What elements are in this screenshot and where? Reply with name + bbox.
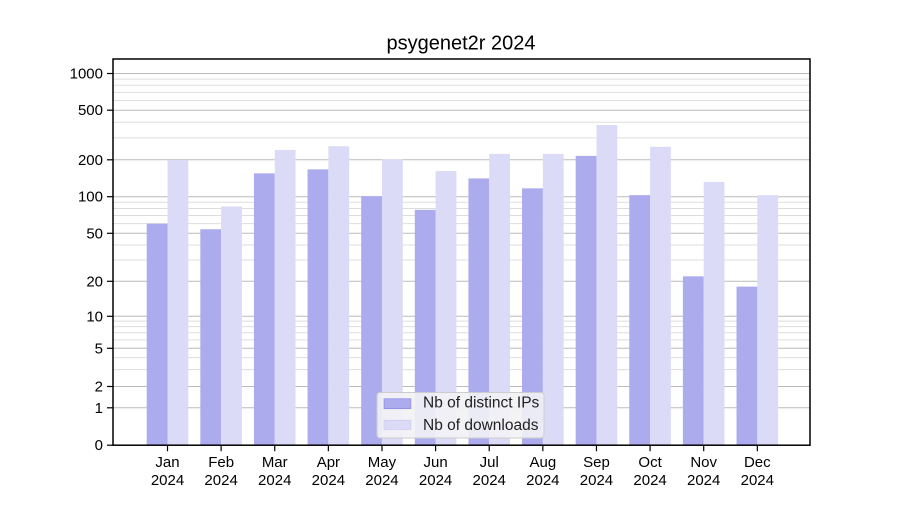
svg-text:2024: 2024 bbox=[151, 472, 184, 489]
svg-text:Nov: Nov bbox=[690, 454, 717, 471]
svg-text:Feb: Feb bbox=[208, 454, 234, 471]
svg-text:200: 200 bbox=[78, 152, 103, 169]
svg-text:Jan: Jan bbox=[155, 454, 179, 471]
svg-text:2024: 2024 bbox=[473, 472, 506, 489]
svg-text:1000: 1000 bbox=[70, 66, 103, 83]
svg-text:2024: 2024 bbox=[526, 472, 559, 489]
svg-text:2024: 2024 bbox=[580, 472, 613, 489]
svg-text:1: 1 bbox=[95, 400, 103, 417]
svg-text:2024: 2024 bbox=[741, 472, 774, 489]
svg-text:2024: 2024 bbox=[419, 472, 452, 489]
svg-text:Jul: Jul bbox=[480, 454, 499, 471]
svg-text:2024: 2024 bbox=[204, 472, 237, 489]
svg-text:Nb of distinct IPs: Nb of distinct IPs bbox=[423, 394, 540, 411]
svg-text:Jun: Jun bbox=[424, 454, 448, 471]
svg-text:Mar: Mar bbox=[262, 454, 288, 471]
svg-text:Nb of downloads: Nb of downloads bbox=[423, 417, 539, 434]
svg-text:0: 0 bbox=[95, 437, 103, 454]
svg-text:Aug: Aug bbox=[529, 454, 556, 471]
svg-text:2024: 2024 bbox=[687, 472, 720, 489]
svg-text:2024: 2024 bbox=[633, 472, 666, 489]
svg-text:500: 500 bbox=[78, 102, 103, 119]
svg-text:10: 10 bbox=[86, 308, 103, 325]
svg-text:2024: 2024 bbox=[258, 472, 291, 489]
svg-text:2024: 2024 bbox=[312, 472, 345, 489]
svg-text:May: May bbox=[368, 454, 397, 471]
svg-text:2024: 2024 bbox=[365, 472, 398, 489]
svg-text:50: 50 bbox=[86, 225, 103, 242]
svg-text:Sep: Sep bbox=[583, 454, 610, 471]
svg-text:Dec: Dec bbox=[744, 454, 771, 471]
svg-text:psygenet2r 2024: psygenet2r 2024 bbox=[386, 33, 535, 55]
svg-text:2: 2 bbox=[95, 379, 103, 396]
svg-text:20: 20 bbox=[86, 273, 103, 290]
svg-text:100: 100 bbox=[78, 189, 103, 206]
svg-text:5: 5 bbox=[95, 340, 103, 357]
svg-text:Apr: Apr bbox=[317, 454, 340, 471]
svg-text:Oct: Oct bbox=[638, 454, 662, 471]
